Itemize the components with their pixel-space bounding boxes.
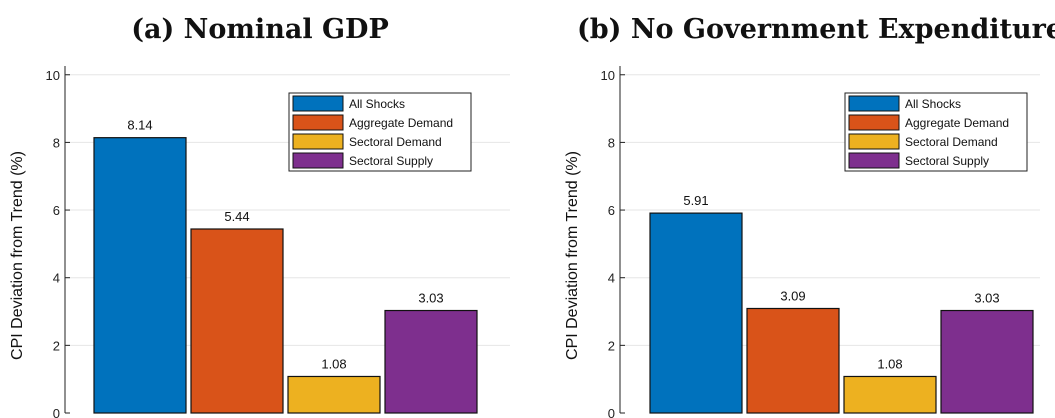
bar-sectoral-supply — [384, 309, 478, 414]
legend-entry: Aggregate Demand — [905, 116, 1009, 130]
bar-sectoral-supply — [940, 309, 1034, 414]
legend-entry: Sectoral Supply — [905, 154, 989, 168]
data-label: 1.08 — [877, 356, 902, 371]
bar-aggregate-demand — [746, 307, 840, 414]
bar-all-shocks — [93, 137, 187, 414]
y-tick-label: 2 — [608, 338, 615, 353]
legend-swatch — [848, 114, 900, 131]
legend-entry: Aggregate Demand — [349, 116, 453, 130]
data-label: 5.44 — [224, 209, 249, 224]
legend-entry: Sectoral Demand — [905, 135, 998, 149]
y-tick-label: 8 — [53, 135, 60, 150]
data-label: 3.03 — [974, 291, 999, 306]
legend-swatch — [292, 95, 344, 112]
chart-b: (b) No Government Expenditure 0 2 4 6 8 10 CPI … — [564, 14, 1055, 418]
legend-swatch — [292, 114, 344, 131]
chart-a: (a) Nominal GDP 0 2 4 6 8 10 CPI Deviation from… — [9, 14, 510, 418]
y-tick-label: 10 — [46, 68, 60, 83]
data-label: 1.08 — [321, 356, 346, 371]
y-tick-label: 4 — [608, 271, 615, 286]
y-tick-label: 8 — [608, 135, 615, 150]
legend-entry: All Shocks — [349, 97, 405, 111]
data-label: 5.91 — [683, 193, 708, 208]
legend-swatch — [292, 152, 344, 169]
y-tick-label: 10 — [601, 68, 615, 83]
bar-all-shocks — [649, 212, 743, 414]
data-label: 8.14 — [127, 118, 152, 133]
legend-swatch — [848, 133, 900, 150]
y-axis-label: CPI Deviation from Trend (%) — [9, 151, 26, 360]
y-tick-label: 4 — [53, 271, 60, 286]
y-tick-label: 6 — [53, 203, 60, 218]
legend-entry: Sectoral Demand — [349, 135, 442, 149]
y-tick-label: 0 — [608, 406, 615, 418]
y-tick-label: 6 — [608, 203, 615, 218]
data-label: 3.09 — [780, 288, 805, 303]
legend-entry: Sectoral Supply — [349, 154, 433, 168]
legend-swatch — [848, 152, 900, 169]
chart-title: (a) Nominal GDP — [131, 14, 389, 45]
y-tick-label: 0 — [53, 406, 60, 418]
legend-swatch — [292, 133, 344, 150]
legend-swatch — [848, 95, 900, 112]
bar-sectoral-demand — [287, 375, 381, 414]
legend: All Shocks Aggregate Demand Sectoral Deman… — [288, 92, 472, 172]
y-tick-label: 2 — [53, 338, 60, 353]
y-axis-label: CPI Deviation from Trend (%) — [564, 151, 581, 360]
chart-title: (b) No Government Expenditure — [577, 14, 1055, 45]
legend: All Shocks Aggregate Demand Sectoral Deman… — [844, 92, 1028, 172]
data-label: 3.03 — [418, 291, 443, 306]
bar-aggregate-demand — [190, 228, 284, 414]
legend-entry: All Shocks — [905, 97, 961, 111]
bar-sectoral-demand — [843, 375, 937, 414]
